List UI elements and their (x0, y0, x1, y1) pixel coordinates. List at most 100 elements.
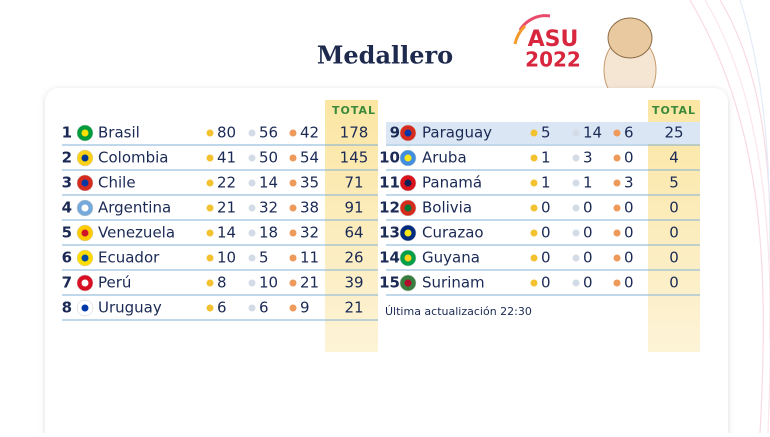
gold-count: 21 (217, 199, 236, 217)
gold-count: 6 (217, 299, 227, 317)
silver-dot (248, 229, 256, 237)
rank: 14 (379, 249, 400, 267)
country: Brasil (98, 124, 140, 142)
country: Chile (98, 174, 136, 192)
rank: 5 (62, 224, 72, 242)
total: 0 (669, 199, 679, 217)
flag (81, 204, 89, 212)
gold-count: 22 (217, 174, 236, 192)
flag (81, 154, 89, 162)
gold-count: 1 (541, 174, 551, 192)
bronze-dot (613, 279, 621, 287)
bronze-count: 35 (300, 174, 319, 192)
flag (81, 229, 89, 237)
gold-dot (530, 179, 538, 187)
logo-text: 2022 (525, 48, 581, 72)
total: 39 (344, 274, 363, 292)
bronze-dot (289, 129, 297, 137)
rank: 7 (62, 274, 72, 292)
silver-count: 56 (259, 124, 278, 142)
bronze-count: 21 (300, 274, 319, 292)
silver-count: 0 (583, 274, 593, 292)
silver-dot (248, 154, 256, 162)
total: 21 (344, 299, 363, 317)
silver-count: 1 (583, 174, 593, 192)
logo-text: ASU (528, 27, 579, 52)
total: 145 (340, 149, 369, 167)
gold-dot (206, 279, 214, 287)
total: 64 (344, 224, 363, 242)
rank: 2 (62, 149, 72, 167)
country: Panamá (422, 174, 482, 192)
silver-count: 0 (583, 224, 593, 242)
rank: 9 (390, 124, 400, 142)
title: Medallero (317, 41, 453, 70)
total: 25 (664, 124, 683, 142)
silver-count: 0 (583, 249, 593, 267)
total: 0 (669, 274, 679, 292)
gold-dot (530, 254, 538, 262)
gold-dot (206, 129, 214, 137)
bronze-count: 11 (300, 249, 319, 267)
silver-dot (248, 129, 256, 137)
silver-dot (248, 204, 256, 212)
silver-count: 3 (583, 149, 593, 167)
bronze-dot (289, 179, 297, 187)
rank: 15 (379, 274, 400, 292)
bronze-dot (613, 229, 621, 237)
silver-dot (572, 204, 580, 212)
country: Paraguay (422, 124, 492, 142)
total: 91 (344, 199, 363, 217)
gold-dot (206, 154, 214, 162)
country: Curazao (422, 224, 484, 242)
gold-count: 5 (541, 124, 551, 142)
gold-dot (530, 129, 538, 137)
gold-dot (206, 204, 214, 212)
flag (81, 129, 89, 137)
total: 5 (669, 174, 679, 192)
silver-dot (248, 304, 256, 312)
country: Guyana (422, 249, 480, 267)
flag (404, 154, 412, 162)
gold-count: 1 (541, 149, 551, 167)
bronze-count: 0 (624, 224, 634, 242)
total: 4 (669, 149, 679, 167)
rank: 6 (62, 249, 72, 267)
bronze-dot (289, 304, 297, 312)
country: Ecuador (98, 249, 160, 267)
rank: 11 (379, 174, 400, 192)
bronze-count: 38 (300, 199, 319, 217)
card (45, 88, 728, 437)
country: Bolivia (422, 199, 472, 217)
bronze-count: 0 (624, 149, 634, 167)
bronze-count: 0 (624, 274, 634, 292)
gold-dot (206, 179, 214, 187)
bronze-dot (289, 204, 297, 212)
country: Colombia (98, 149, 169, 167)
gold-count: 41 (217, 149, 236, 167)
flag (81, 304, 89, 312)
total-header: TOTAL (332, 104, 376, 117)
gold-count: 10 (217, 249, 236, 267)
silver-dot (572, 154, 580, 162)
gold-count: 0 (541, 274, 551, 292)
total: 0 (669, 224, 679, 242)
bronze-count: 9 (300, 299, 310, 317)
gold-dot (206, 304, 214, 312)
logo: ASU 2022 (513, 14, 657, 105)
bronze-dot (289, 254, 297, 262)
silver-count: 10 (259, 274, 278, 292)
flag (404, 204, 412, 212)
total: 178 (340, 124, 369, 142)
country: Perú (98, 274, 131, 292)
gold-dot (206, 254, 214, 262)
silver-dot (572, 129, 580, 137)
total: 0 (669, 249, 679, 267)
gold-count: 80 (217, 124, 236, 142)
flag (81, 279, 89, 287)
rank: 8 (62, 299, 72, 317)
gold-count: 0 (541, 199, 551, 217)
rank: 4 (62, 199, 72, 217)
